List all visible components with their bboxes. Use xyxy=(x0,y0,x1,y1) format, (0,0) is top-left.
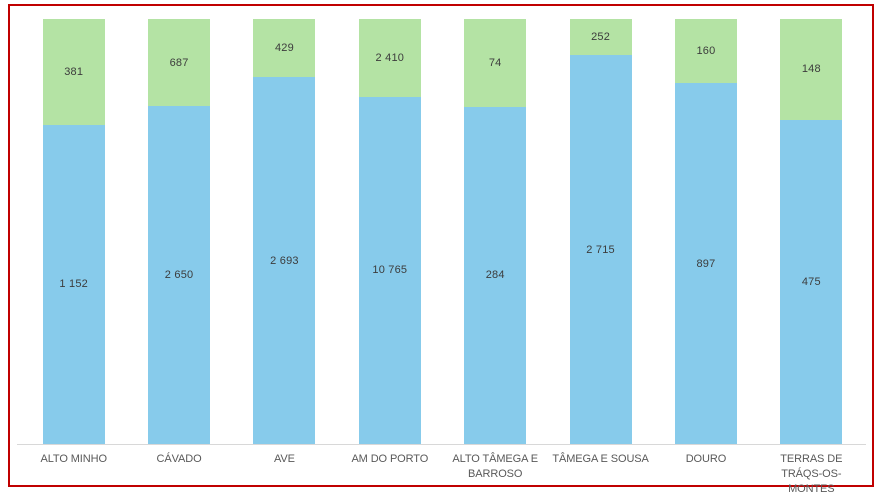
bar-column: 687 2 650 xyxy=(126,19,231,444)
bar-column: 148 475 xyxy=(759,19,864,444)
bar-segment-blue[interactable]: 10 765 xyxy=(358,96,421,444)
category-label: AM DO PORTO xyxy=(351,453,429,465)
bar-segment-green[interactable]: 381 xyxy=(42,19,105,125)
bar-column: 381 1 152 xyxy=(21,19,126,444)
bar-segment-blue[interactable]: 2 693 xyxy=(253,77,316,444)
bar-segment-blue[interactable]: 2 650 xyxy=(148,106,211,444)
stacked-bar: 160 897 xyxy=(674,19,737,444)
stacked-bar: 74 284 xyxy=(464,19,527,444)
bar-segment-blue[interactable]: 475 xyxy=(780,119,843,444)
stacked-bar: 429 2 693 xyxy=(253,19,316,444)
bar-segment-blue[interactable]: 897 xyxy=(674,83,737,444)
bar-column: 160 897 xyxy=(653,19,758,444)
bar-segment-blue[interactable]: 1 152 xyxy=(42,124,105,444)
green-segment-value-label: 148 xyxy=(801,63,821,76)
stacked-bar: 252 2 715 xyxy=(569,19,632,444)
stacked-bar: 148 475 xyxy=(780,19,843,444)
category-label: ALTO TÂMEGA E BARROSO xyxy=(452,453,538,480)
bar-column: 429 2 693 xyxy=(232,19,337,444)
category-label: DOURO xyxy=(685,453,727,465)
blue-segment-value-label: 284 xyxy=(485,269,505,282)
bar-column: 74 284 xyxy=(443,19,548,444)
bar-segment-green[interactable]: 429 xyxy=(253,19,316,78)
green-segment-value-label: 381 xyxy=(64,65,84,78)
blue-segment-value-label: 2 693 xyxy=(270,254,299,267)
x-axis-line xyxy=(17,444,866,445)
blue-segment-value-label: 2 650 xyxy=(164,269,194,282)
bar-segment-green[interactable]: 2 410 xyxy=(358,19,421,97)
bar-column: 252 2 715 xyxy=(548,19,653,444)
stacked-bar: 381 1 152 xyxy=(42,19,105,444)
green-segment-value-label: 687 xyxy=(169,56,189,69)
green-segment-value-label: 160 xyxy=(696,45,716,58)
category-label: TÂMEGA E SOUSA xyxy=(552,453,649,465)
green-segment-value-label: 2 410 xyxy=(375,51,405,64)
bar-column: 2 410 10 765 xyxy=(337,19,442,444)
bar-segment-green[interactable]: 687 xyxy=(148,19,211,107)
blue-segment-value-label: 2 715 xyxy=(586,243,615,256)
category-label: TERRAS DE TRÁQS-OS-MONTES xyxy=(780,453,843,495)
bar-segment-blue[interactable]: 2 715 xyxy=(569,55,632,444)
plot-area: 381 1 152 687 2 650 429 2 693 2 410 10 765 74 284… xyxy=(21,19,864,444)
blue-segment-value-label: 897 xyxy=(696,257,716,270)
category-label: AVE xyxy=(273,453,295,465)
stacked-bar: 687 2 650 xyxy=(148,19,211,444)
blue-segment-value-label: 475 xyxy=(801,275,821,288)
blue-segment-value-label: 10 765 xyxy=(372,264,408,277)
stacked-bar: 2 410 10 765 xyxy=(358,19,421,444)
category-label: ALTO MINHO xyxy=(40,453,107,465)
green-segment-value-label: 252 xyxy=(591,31,611,44)
x-axis-labels: ALTO MINHO CÁVADO AVE AM DO PORTO ALTO TÂMEG… xyxy=(21,452,864,496)
bar-segment-blue[interactable]: 284 xyxy=(464,106,527,444)
category-label: CÁVADO xyxy=(156,453,202,465)
bar-segment-green[interactable]: 148 xyxy=(780,19,843,120)
bar-segment-green[interactable]: 74 xyxy=(464,19,527,107)
bar-segment-green[interactable]: 252 xyxy=(569,19,632,56)
blue-segment-value-label: 1 152 xyxy=(59,278,88,291)
bar-segment-green[interactable]: 160 xyxy=(674,19,737,84)
green-segment-value-label: 429 xyxy=(274,42,294,55)
green-segment-value-label: 74 xyxy=(488,56,502,69)
